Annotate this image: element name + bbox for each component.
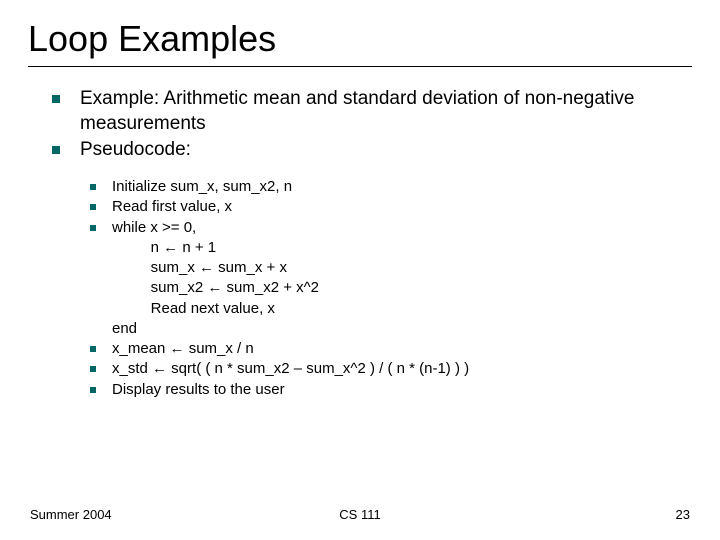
pseudocode-item: while x >= 0, n ← n + 1 sum_x ← sum_x + …	[90, 218, 692, 340]
footer-center: CS 111	[339, 507, 380, 522]
slide-title: Loop Examples	[28, 18, 692, 60]
pseudocode-item: Display results to the user	[90, 380, 692, 400]
while-body: n ← n + 1 sum_x ← sum_x + x sum_x2 ← sum…	[112, 238, 692, 339]
pseudocode-item: Initialize sum_x, sum_x2, n	[90, 177, 692, 197]
code-line: n ← n + 1	[134, 238, 692, 258]
pseudocode-line: while x >= 0,	[112, 219, 196, 236]
title-rule	[28, 66, 692, 67]
pseudocode-item: x_mean ← sum_x / n	[90, 339, 692, 359]
code-line: sum_x ← sum_x + x	[134, 258, 692, 278]
pseudocode-item: Read first value, x	[90, 197, 692, 217]
slide: Loop Examples Example: Arithmetic mean a…	[0, 0, 720, 540]
bullet-list-level1: Example: Arithmetic mean and standard de…	[28, 87, 692, 163]
code-line: end	[112, 319, 692, 339]
code-line: sum_x2 ← sum_x2 + x^2	[134, 278, 692, 298]
footer-left: Summer 2004	[30, 507, 112, 522]
footer: Summer 2004 CS 111 23	[0, 507, 720, 522]
code-line: Read next value, x	[134, 299, 692, 319]
bullet-item: Example: Arithmetic mean and standard de…	[52, 87, 692, 136]
footer-right: 23	[676, 507, 690, 522]
bullet-list-level2: Initialize sum_x, sum_x2, n Read first v…	[28, 177, 692, 400]
bullet-item: Pseudocode:	[52, 138, 692, 163]
pseudocode-item: x_std ← sqrt( ( n * sum_x2 – sum_x^2 ) /…	[90, 359, 692, 379]
